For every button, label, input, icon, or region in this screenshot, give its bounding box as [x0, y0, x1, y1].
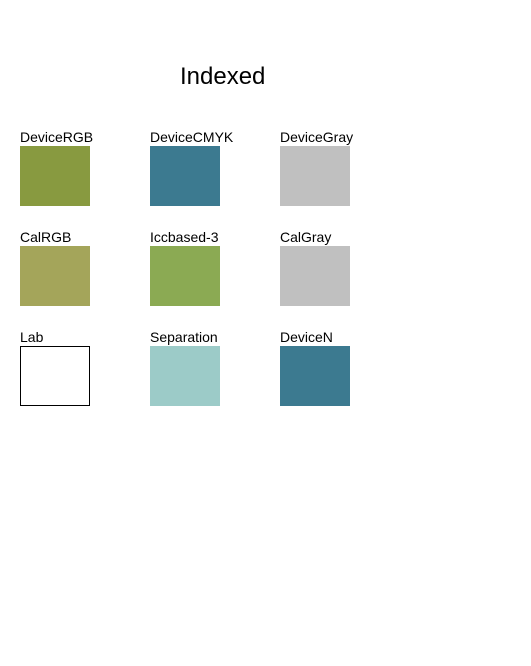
swatch-iccbased-3: Iccbased-3 [150, 228, 260, 308]
swatch-lab: Lab [20, 328, 130, 408]
swatch-label: DeviceCMYK [150, 129, 234, 145]
color-swatch [20, 346, 90, 406]
swatch-separation: Separation [150, 328, 260, 408]
page-title: Indexed [180, 63, 266, 90]
swatch-devicegray: DeviceGray [280, 128, 390, 208]
swatch-label: DeviceRGB [20, 129, 94, 145]
swatch-calgray: CalGray [280, 228, 390, 308]
swatch-label: Iccbased-3 [150, 229, 219, 245]
color-swatch [150, 146, 220, 206]
color-swatch [150, 246, 220, 306]
swatch-label: DeviceGray [280, 129, 354, 145]
color-swatch [20, 146, 90, 206]
swatch-label: Separation [150, 329, 218, 345]
swatch-devicecmyk: DeviceCMYK [150, 128, 260, 208]
color-swatch [280, 246, 350, 306]
swatch-label: DeviceN [280, 329, 333, 345]
swatch-calrgb: CalRGB [20, 228, 130, 308]
swatch-label: CalRGB [20, 229, 72, 245]
color-swatch [280, 346, 350, 406]
swatch-label: CalGray [280, 229, 332, 245]
swatch-devicergb: DeviceRGB [20, 128, 130, 208]
color-swatch [20, 246, 90, 306]
color-swatch [280, 146, 350, 206]
swatch-devicen: DeviceN [280, 328, 390, 408]
color-swatch [150, 346, 220, 406]
swatch-label: Lab [20, 329, 44, 345]
